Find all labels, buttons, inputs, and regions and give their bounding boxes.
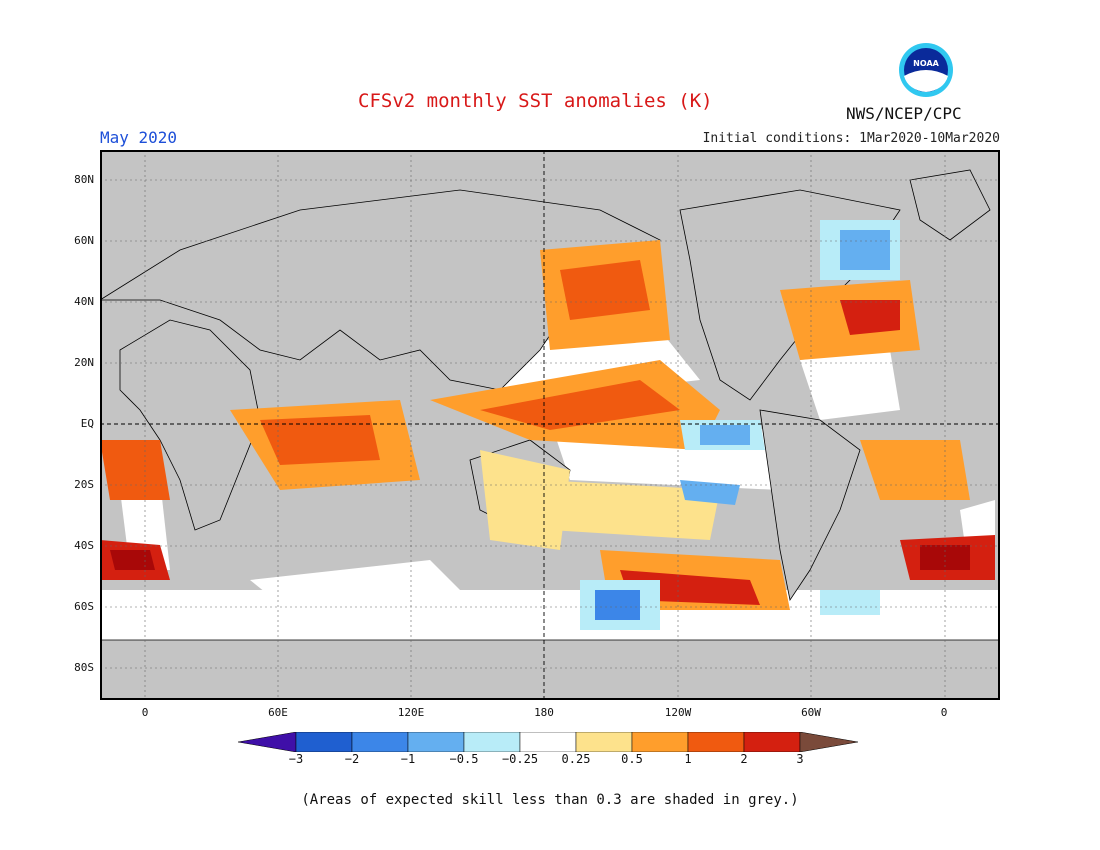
logo-text: NOAA (913, 59, 939, 68)
colorbar-label-m2: −2 (344, 752, 360, 766)
cool-anomalies (580, 220, 900, 630)
colorbar-label-p1: 1 (684, 752, 692, 766)
lon-label-60w: 60W (801, 706, 821, 719)
colorbar-swatch-3 (407, 732, 465, 752)
colorbar-label-p3: 3 (796, 752, 804, 766)
lat-label-60n: 60N (74, 234, 94, 247)
skill-footnote: (Areas of expected skill less than 0.3 a… (301, 792, 799, 808)
lat-label-60s: 60S (74, 600, 94, 613)
lon-label-120w: 120W (664, 706, 692, 719)
lon-label-60e: 60E (268, 706, 288, 719)
greenland (909, 169, 991, 241)
lon-label-0-east: 0 (940, 706, 948, 719)
sst-anomaly-map (100, 150, 1000, 700)
colorbar-label-m1: −1 (400, 752, 416, 766)
colorbar-label-m3: −3 (288, 752, 304, 766)
lat-label-40s: 40S (74, 539, 94, 552)
colorbar-label-p025: 0.25 (561, 752, 591, 766)
africa (119, 319, 261, 531)
colorbar-swatch-10 (799, 732, 859, 752)
colorbar-swatch-2 (351, 732, 409, 752)
colorbar-label-p2: 2 (740, 752, 748, 766)
map-frame (100, 150, 1000, 700)
south-america (759, 409, 861, 602)
lat-label-80n: 80N (74, 173, 94, 186)
warm-anomalies (100, 240, 995, 610)
colorbar-swatch-9 (743, 732, 801, 752)
colorbar-swatch-7 (631, 732, 689, 752)
lat-label-80s: 80S (74, 661, 94, 674)
initial-conditions: Initial conditions: 1Mar2020-10Mar2020 (702, 131, 1000, 146)
colorbar-swatch-4 (463, 732, 521, 752)
lon-label-120e: 120E (397, 706, 425, 719)
lon-label-180: 180 (534, 706, 554, 719)
colorbar-swatch-1 (295, 732, 353, 752)
colorbar-swatch-5 (519, 732, 577, 752)
gridlines (100, 150, 1000, 700)
colorbar-swatch-0 (238, 732, 297, 752)
lon-label-0-west: 0 (141, 706, 149, 719)
colorbar-swatch-6 (575, 732, 633, 752)
lat-label-20s: 20S (74, 478, 94, 491)
forecast-month: May 2020 (100, 128, 178, 147)
equator-dateline (100, 150, 1000, 700)
noaa-logo: NOAA (899, 43, 953, 97)
antarctica (100, 639, 1000, 700)
colorbar (238, 732, 859, 752)
agency-label: NWS/NCEP/CPC (846, 104, 962, 123)
colorbar-label-p05: 0.5 (621, 752, 643, 766)
colorbar-swatch-8 (687, 732, 745, 752)
lat-label-40n: 40N (74, 295, 94, 308)
lat-label-20n: 20N (74, 356, 94, 369)
lat-label-eq: EQ (80, 417, 94, 430)
colorbar-label-m025: −0.25 (501, 752, 539, 766)
colorbar-label-m05: −0.5 (449, 752, 479, 766)
map-title: CFSv2 monthly SST anomalies (K) (358, 90, 713, 112)
